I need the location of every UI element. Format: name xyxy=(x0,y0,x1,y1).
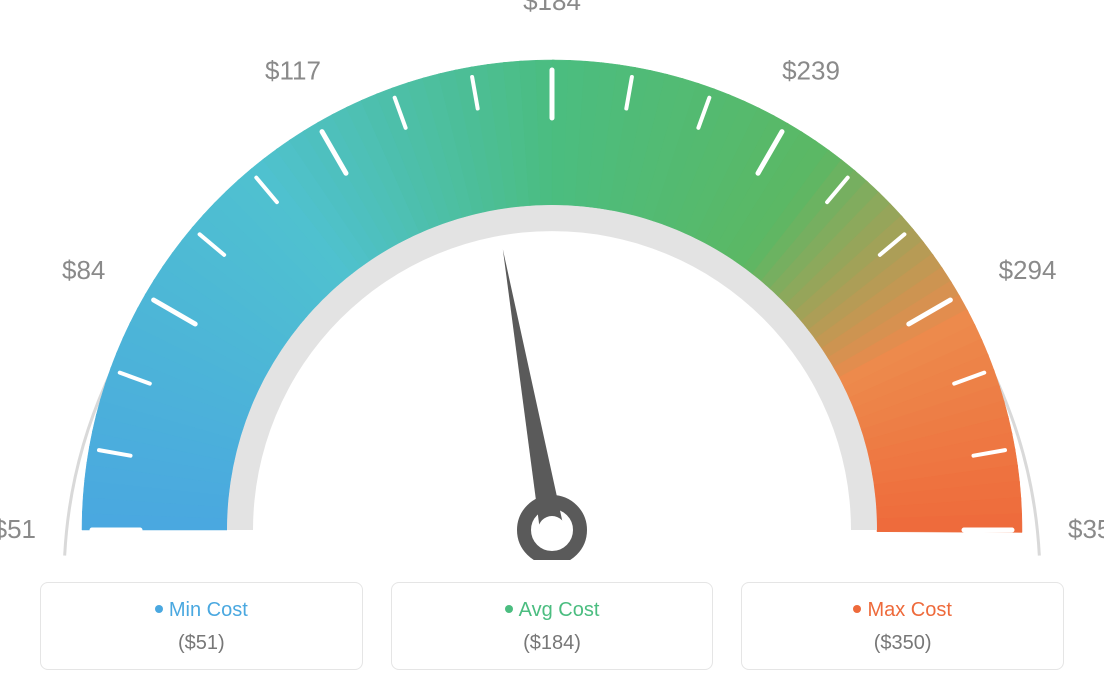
legend-title-min: Min Cost xyxy=(51,599,352,622)
svg-text:$117: $117 xyxy=(265,55,321,85)
legend-title-max: Max Cost xyxy=(752,599,1053,622)
legend-card-avg: Avg Cost ($184) xyxy=(391,582,714,670)
cost-gauge-widget: $51 $84 $117 $184 $239 $294 $350 Min Cost ($51… xyxy=(0,0,1104,690)
legend-value-max: ($350) xyxy=(752,632,1053,655)
dot-icon xyxy=(505,605,513,613)
legend-label-min: Min Cost xyxy=(169,599,248,621)
dot-icon xyxy=(853,605,861,613)
dot-icon xyxy=(155,605,163,613)
svg-text:$84: $84 xyxy=(62,255,105,285)
legend-value-min: ($51) xyxy=(51,632,352,655)
legend-label-avg: Avg Cost xyxy=(519,599,600,621)
svg-text:$294: $294 xyxy=(999,255,1057,285)
legend-label-max: Max Cost xyxy=(867,599,951,621)
legend-card-max: Max Cost ($350) xyxy=(741,582,1064,670)
svg-text:$51: $51 xyxy=(0,514,36,544)
gauge-svg: $51 $84 $117 $184 $239 $294 $350 xyxy=(0,0,1104,560)
legend-card-min: Min Cost ($51) xyxy=(40,582,363,670)
gauge-chart: $51 $84 $117 $184 $239 $294 $350 xyxy=(0,0,1104,560)
legend-title-avg: Avg Cost xyxy=(402,599,703,622)
legend-row: Min Cost ($51) Avg Cost ($184) Max Cost … xyxy=(0,582,1104,670)
svg-text:$184: $184 xyxy=(523,0,581,16)
svg-text:$350: $350 xyxy=(1068,514,1104,544)
svg-text:$239: $239 xyxy=(782,55,840,85)
legend-value-avg: ($184) xyxy=(402,632,703,655)
